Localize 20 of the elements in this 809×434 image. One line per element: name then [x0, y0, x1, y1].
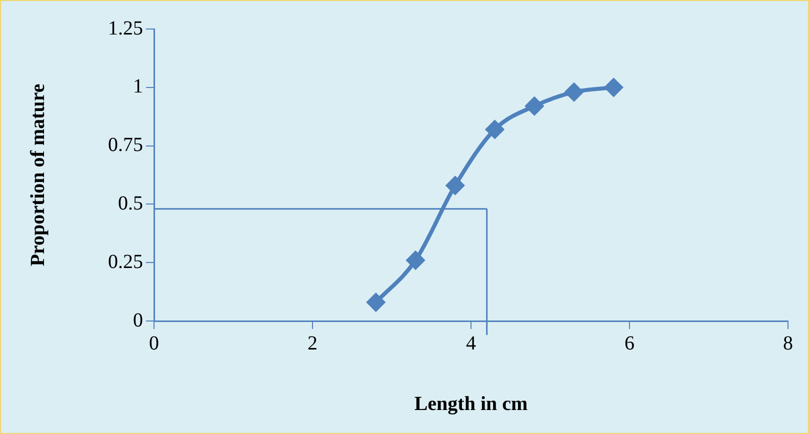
point: [604, 78, 623, 96]
x-axis-title: Length in cm: [414, 393, 528, 416]
y-tick-label: 0: [133, 309, 143, 332]
point: [525, 97, 544, 116]
y-tick-label: 1: [133, 76, 143, 98]
x-tick-label: 2: [308, 332, 318, 354]
y-tick-label: 0.25: [108, 250, 143, 273]
point: [366, 293, 385, 312]
point: [486, 120, 504, 138]
point: [446, 176, 464, 195]
x-tick-label: 8: [783, 332, 793, 354]
y-tick-label: 0.75: [108, 134, 143, 156]
x-tick-label: 4: [466, 332, 476, 354]
x-tick-label: 6: [624, 332, 634, 354]
point: [406, 251, 425, 270]
x-tick-label: 0: [149, 332, 159, 354]
y-tick-label: 1.25: [108, 17, 143, 40]
y-axis-title: Proportion of mature: [27, 84, 50, 266]
y-tick-label: 0.5: [118, 192, 143, 214]
point: [565, 83, 584, 102]
